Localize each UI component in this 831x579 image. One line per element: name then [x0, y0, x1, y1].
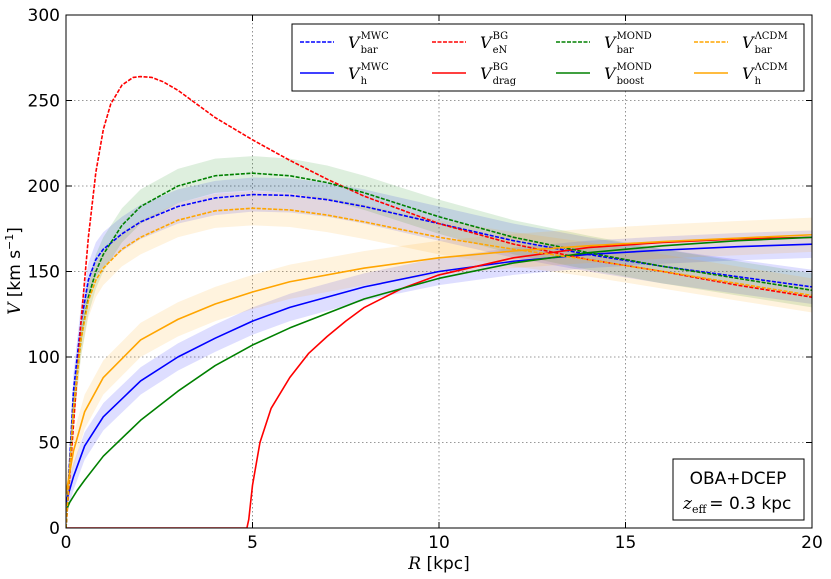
legend-label-vh_lcdm: VΛCDM h — [742, 62, 788, 87]
y-tick-label: 250 — [28, 92, 60, 112]
legend-label-vh_mwc: VMWC h — [348, 62, 389, 87]
y-tick-label: 200 — [28, 177, 60, 197]
y-tick-label: 300 — [28, 6, 60, 26]
band-vbar_lcdm — [66, 191, 812, 528]
line-vbar_lcdm — [66, 207, 812, 528]
band-vh_mwc — [66, 230, 812, 517]
annotation-frame — [672, 458, 805, 521]
x-tick-label: 5 — [247, 533, 258, 553]
y-axis-label: V [km s−1] — [3, 227, 25, 315]
legend-label-vbar_mond: VMOND bar — [604, 31, 652, 56]
y-tick-label: 100 — [28, 348, 60, 368]
line-vdrag_bg — [66, 236, 812, 528]
line-vboost_mond — [66, 236, 812, 512]
annotation-height-label: zeff = 0.3 kpc — [682, 494, 791, 516]
line-vh_mwc — [66, 243, 812, 503]
y-tick-label: 150 — [28, 263, 60, 283]
legend-label-vbar_mwc: VMWC bar — [348, 31, 389, 56]
legend-label-ven_bg: VBG eN — [480, 31, 508, 56]
legend-label-vdrag_bg: VBG drag — [480, 62, 517, 87]
legend: VMWC bar VMWC h VBG eN VBG drag VMOND bar VMOND boo… — [291, 23, 805, 92]
x-tick-label: 10 — [428, 533, 450, 553]
annotation-box: OBA+DCEP zeff = 0.3 kpc — [672, 458, 805, 521]
legend-label-vbar_lcdm: VΛCDM bar — [742, 31, 788, 56]
x-axis-label: R [kpc] — [407, 554, 469, 574]
annotation-tracer-label: OBA+DCEP — [690, 469, 787, 489]
line-vbar_mond — [66, 172, 812, 528]
line-vh_lcdm — [66, 233, 812, 494]
series-lines — [66, 75, 812, 528]
band-vh_lcdm — [66, 217, 812, 511]
x-tick-label: 20 — [801, 533, 823, 553]
y-tick-label: 0 — [49, 519, 60, 539]
x-tick-label: 15 — [615, 533, 637, 553]
line-vbar_mwc — [66, 193, 812, 528]
line-ven_bg — [66, 75, 812, 528]
x-tick-label: 0 — [61, 533, 72, 553]
legend-label-vboost_mond: VMOND boost — [604, 62, 652, 87]
y-tick-label: 50 — [38, 434, 60, 454]
legend-box — [291, 23, 805, 92]
